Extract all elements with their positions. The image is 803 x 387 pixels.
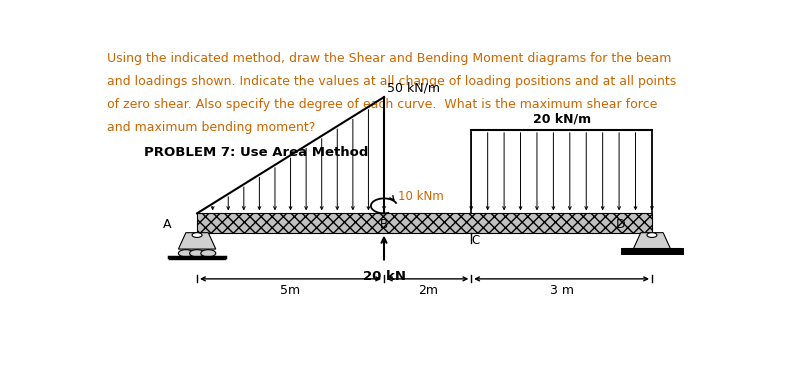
Circle shape xyxy=(192,233,202,238)
Text: D: D xyxy=(615,218,625,231)
Text: 5m: 5m xyxy=(280,284,300,297)
Text: PROBLEM 7: Use Area Method: PROBLEM 7: Use Area Method xyxy=(144,146,368,159)
Text: of zero shear. Also specify the degree of each curve.  What is the maximum shear: of zero shear. Also specify the degree o… xyxy=(107,98,656,111)
Circle shape xyxy=(178,250,193,257)
Text: 20 kN: 20 kN xyxy=(362,270,405,283)
Text: 50 kN/m: 50 kN/m xyxy=(387,81,439,94)
Text: 20 kN/m: 20 kN/m xyxy=(532,112,590,125)
Text: 3 m: 3 m xyxy=(549,284,573,297)
Text: 2m: 2m xyxy=(417,284,437,297)
Text: and maximum bending moment?: and maximum bending moment? xyxy=(107,121,315,134)
Text: Using the indicated method, draw the Shear and Bending Moment diagrams for the b: Using the indicated method, draw the She… xyxy=(107,52,671,65)
Text: A: A xyxy=(162,218,171,231)
Text: and loadings shown. Indicate the values at all change of loading positions and a: and loadings shown. Indicate the values … xyxy=(107,75,675,88)
Polygon shape xyxy=(197,213,651,233)
Circle shape xyxy=(190,250,204,257)
Polygon shape xyxy=(178,233,215,249)
Circle shape xyxy=(646,233,656,238)
Text: C: C xyxy=(471,234,479,247)
Circle shape xyxy=(201,250,215,257)
Polygon shape xyxy=(633,233,670,249)
Text: 10 kNm: 10 kNm xyxy=(397,190,443,203)
Text: B: B xyxy=(380,218,388,231)
